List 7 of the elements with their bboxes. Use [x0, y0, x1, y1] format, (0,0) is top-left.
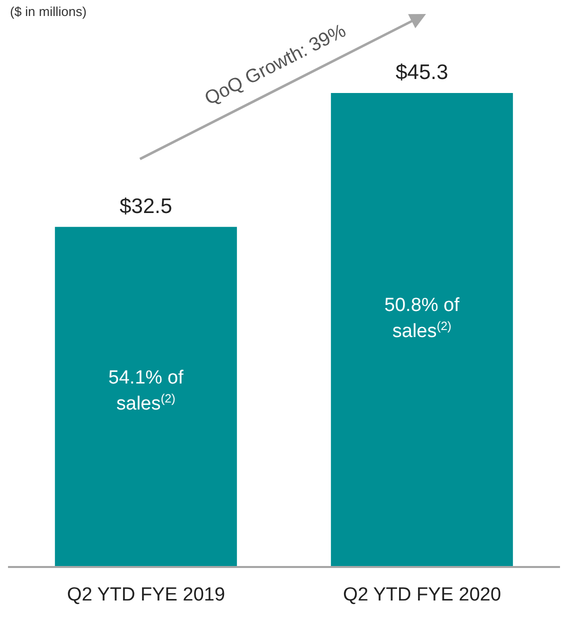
x-tick-label: Q2 YTD FYE 2020: [342, 584, 502, 606]
text: ($ in millions): [10, 4, 87, 19]
annotation: 50.8% of sales$^{(2)}$: [384, 295, 460, 342]
x-tick-label: Q2 YTD FYE 2019: [66, 584, 226, 606]
data-label: $45.3: [396, 61, 448, 84]
annotation: 54.1% of sales$^{(2)}$: [108, 367, 184, 414]
data-label: $32.5: [120, 194, 172, 218]
